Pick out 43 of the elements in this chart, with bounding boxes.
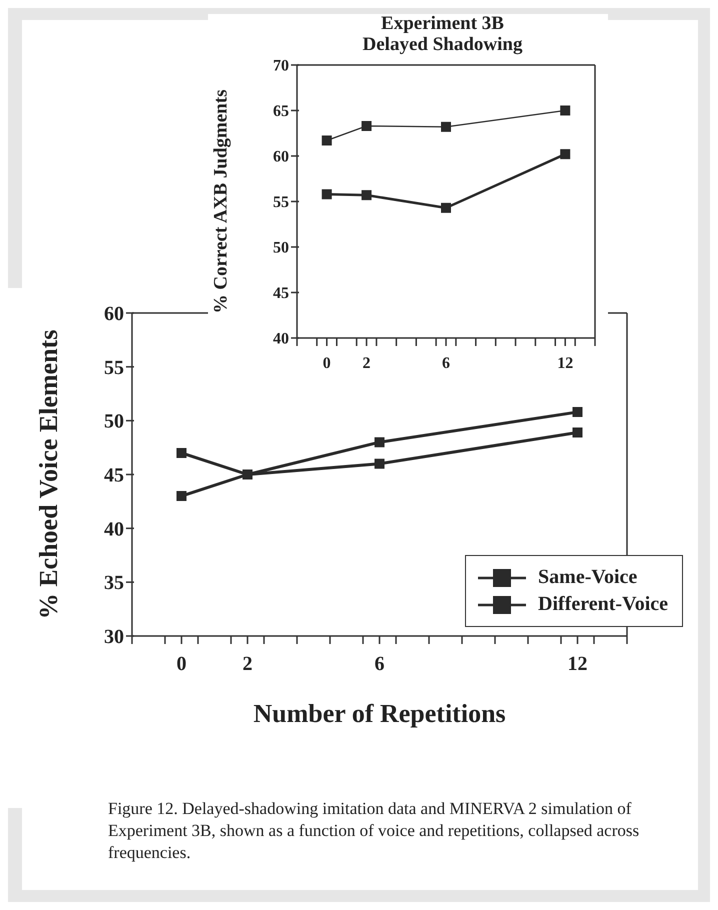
chart-title: Experiment 3B Delayed Shadowing — [362, 13, 524, 56]
y-tick-label: 35 — [104, 572, 124, 594]
y-axis-title: % Echoed Voice Elements — [34, 330, 64, 620]
y-tick-label: 60 — [273, 148, 289, 166]
point — [374, 437, 384, 448]
y-tick-label: 50 — [104, 410, 124, 433]
y-tick-label: 50 — [273, 239, 289, 256]
x-tick-label: 2 — [242, 653, 252, 675]
point — [374, 458, 384, 469]
y-tick-label: 45 — [104, 464, 124, 486]
legend-label: Different-Voice — [538, 593, 668, 616]
x-tick-label: 12 — [557, 354, 574, 372]
y-tick-label: 65 — [273, 102, 289, 120]
x-tick-label: 0 — [322, 354, 331, 372]
point — [322, 189, 332, 199]
y-tick-label: 70 — [273, 57, 289, 74]
point — [362, 120, 372, 131]
point — [560, 148, 570, 159]
point — [560, 105, 570, 116]
y-tick-label: 40 — [273, 330, 289, 348]
point — [176, 448, 186, 458]
x-tick-label: 6 — [374, 653, 384, 675]
y-tick-label: 60 — [104, 303, 124, 325]
x-tick-label: 0 — [176, 653, 186, 675]
x-tick-label: 2 — [362, 354, 371, 372]
x-tick-label: 12 — [568, 653, 588, 675]
point — [176, 491, 186, 502]
caption: Figure 12. Delayed-shadowing imitation data and MINERVA 2 simulation of Experiment 3B, shown as a function of voice and repetitions, collapsed across frequencies. — [108, 798, 640, 864]
point — [362, 190, 372, 200]
y-tick-label: 30 — [104, 626, 124, 648]
point — [322, 135, 332, 146]
point — [441, 202, 451, 213]
x-axis-title: Number of Repetitions — [253, 699, 506, 728]
y-tick-label: 40 — [104, 518, 124, 540]
point — [441, 122, 451, 132]
y-tick-label: 55 — [273, 194, 289, 211]
y-tick-label: 55 — [104, 356, 124, 379]
legend-label: Same-Voice — [538, 566, 638, 589]
point — [572, 428, 582, 438]
y-axis-title: % Correct AXB Judgments — [210, 89, 232, 314]
point — [572, 407, 582, 418]
x-tick-label: 6 — [442, 354, 450, 372]
y-tick-label: 45 — [273, 284, 289, 302]
